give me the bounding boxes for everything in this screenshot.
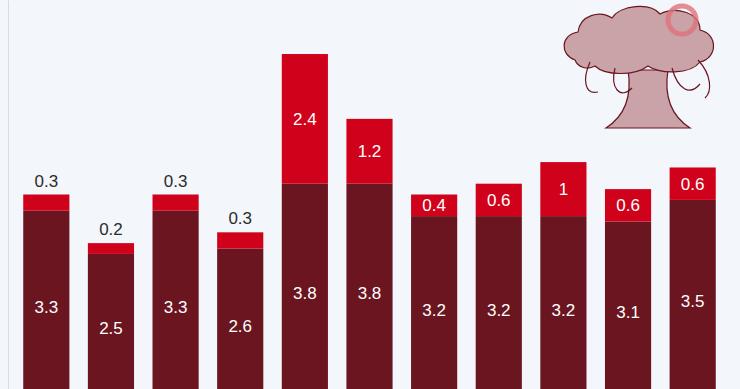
data-label: 1.2: [358, 142, 382, 161]
data-label: 0.3: [34, 172, 58, 191]
background: [0, 0, 740, 389]
data-label: 2.4: [293, 110, 317, 129]
bar-segment: [605, 189, 651, 221]
bar-segment: [411, 195, 457, 217]
data-labels: 3.3 2.5 3.3 2.6 3.8 3.8 3.2 3.2 3.2 3.1 3.5 0.3 0.2 0…: [34, 110, 704, 339]
icon-flame: [668, 6, 696, 34]
bar-segment: [346, 184, 392, 389]
data-label: 3.8: [293, 284, 317, 303]
icon-cloud: [564, 6, 713, 73]
bar-segment: [217, 232, 263, 248]
bar-segment: [217, 249, 263, 389]
data-label: 3.2: [552, 301, 576, 320]
bar-segment: [346, 119, 392, 184]
data-label: 3.1: [616, 303, 640, 322]
bar-segment: [282, 54, 328, 184]
bars: [23, 54, 716, 389]
data-label: 2.6: [228, 317, 252, 336]
bar-segment: [476, 216, 522, 389]
bar-segment: [88, 254, 134, 389]
bar-segment: [476, 184, 522, 216]
icon-stem: [606, 70, 690, 128]
data-label: 0.2: [99, 220, 123, 239]
icon: [564, 6, 713, 128]
data-label: 2.5: [99, 319, 123, 338]
bar-segment: [670, 167, 716, 199]
data-label: 0.6: [487, 191, 511, 210]
data-label: 0.4: [422, 196, 446, 215]
bar-segment: [540, 162, 586, 216]
bar-segment: [670, 200, 716, 389]
data-label: 0.6: [616, 196, 640, 215]
data-label: 3.2: [487, 301, 511, 320]
bar-segment: [23, 195, 69, 211]
data-label: 3.5: [681, 292, 705, 311]
bar-segment: [605, 222, 651, 389]
data-label: 0.6: [681, 175, 705, 194]
bar-segment: [153, 211, 199, 389]
data-label: 3.3: [34, 298, 58, 317]
bar-segment: [282, 184, 328, 389]
data-label: 3.8: [358, 284, 382, 303]
bar-segment: [23, 211, 69, 389]
bar-segment: [411, 216, 457, 389]
data-label: 3.3: [164, 298, 188, 317]
bar-segment: [540, 216, 586, 389]
icon-drips: [586, 60, 710, 98]
bar-segment: [153, 195, 199, 211]
y-axis-line: [8, 1, 9, 389]
data-label: 0.3: [228, 209, 252, 228]
chart: 3.3 2.5 3.3 2.6 3.8 3.8 3.2 3.2 3.2 3.1 3.5 0.3 0.2 0…: [0, 0, 740, 389]
data-label: 3.2: [422, 301, 446, 320]
y-axis: [2, 1, 9, 389]
data-label: 1: [559, 180, 568, 199]
bar-segment: [88, 243, 134, 254]
data-label: 0.3: [164, 172, 188, 191]
